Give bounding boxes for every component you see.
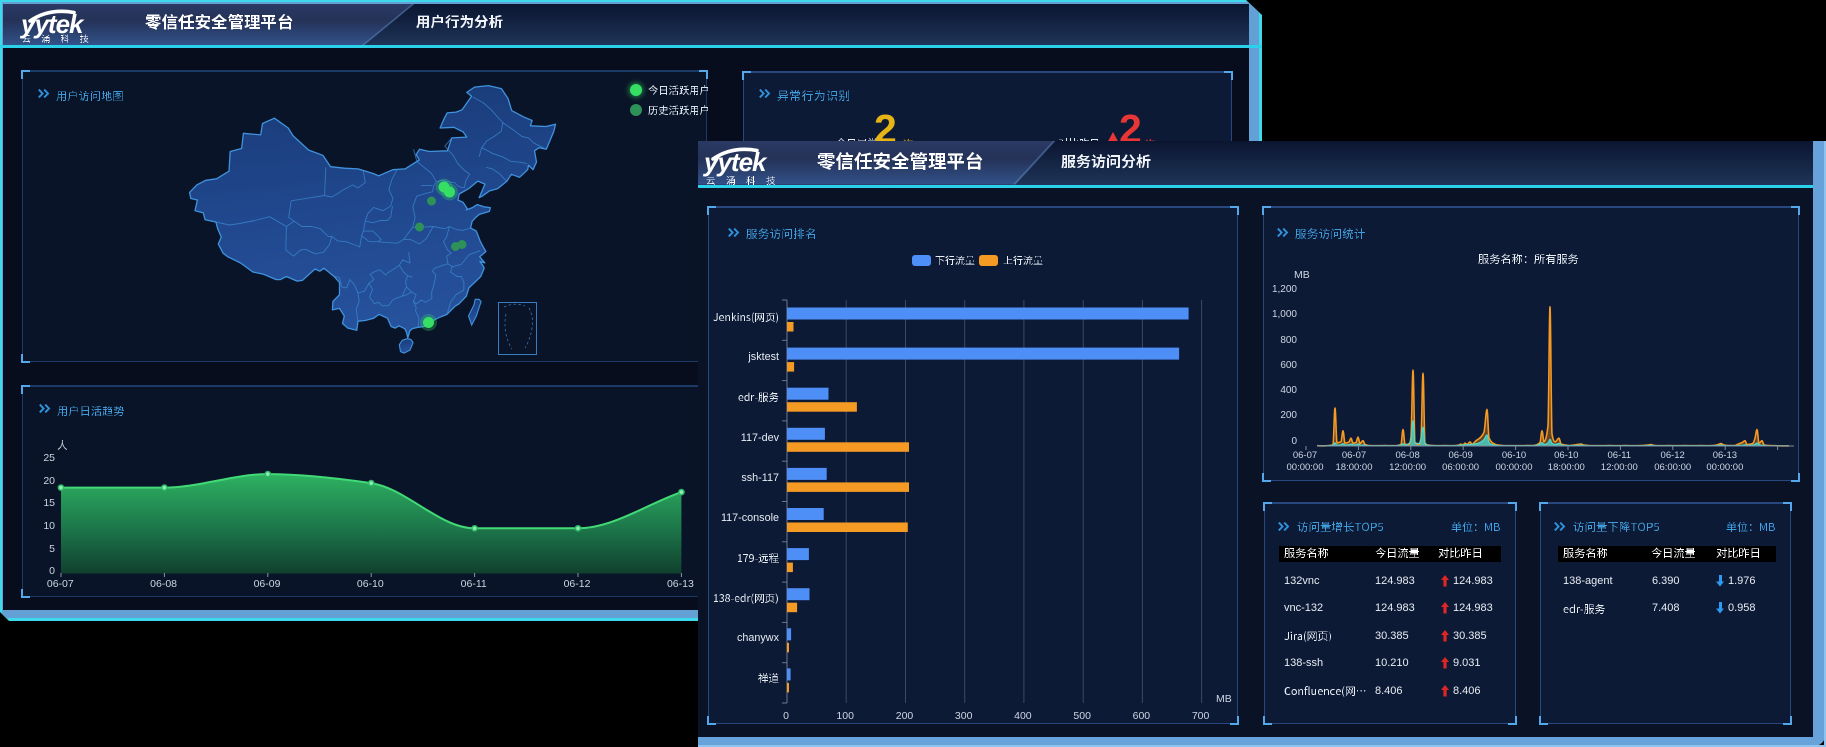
svg-text:yytek: yytek xyxy=(19,9,85,39)
svg-text:yytek: yytek xyxy=(702,147,768,177)
